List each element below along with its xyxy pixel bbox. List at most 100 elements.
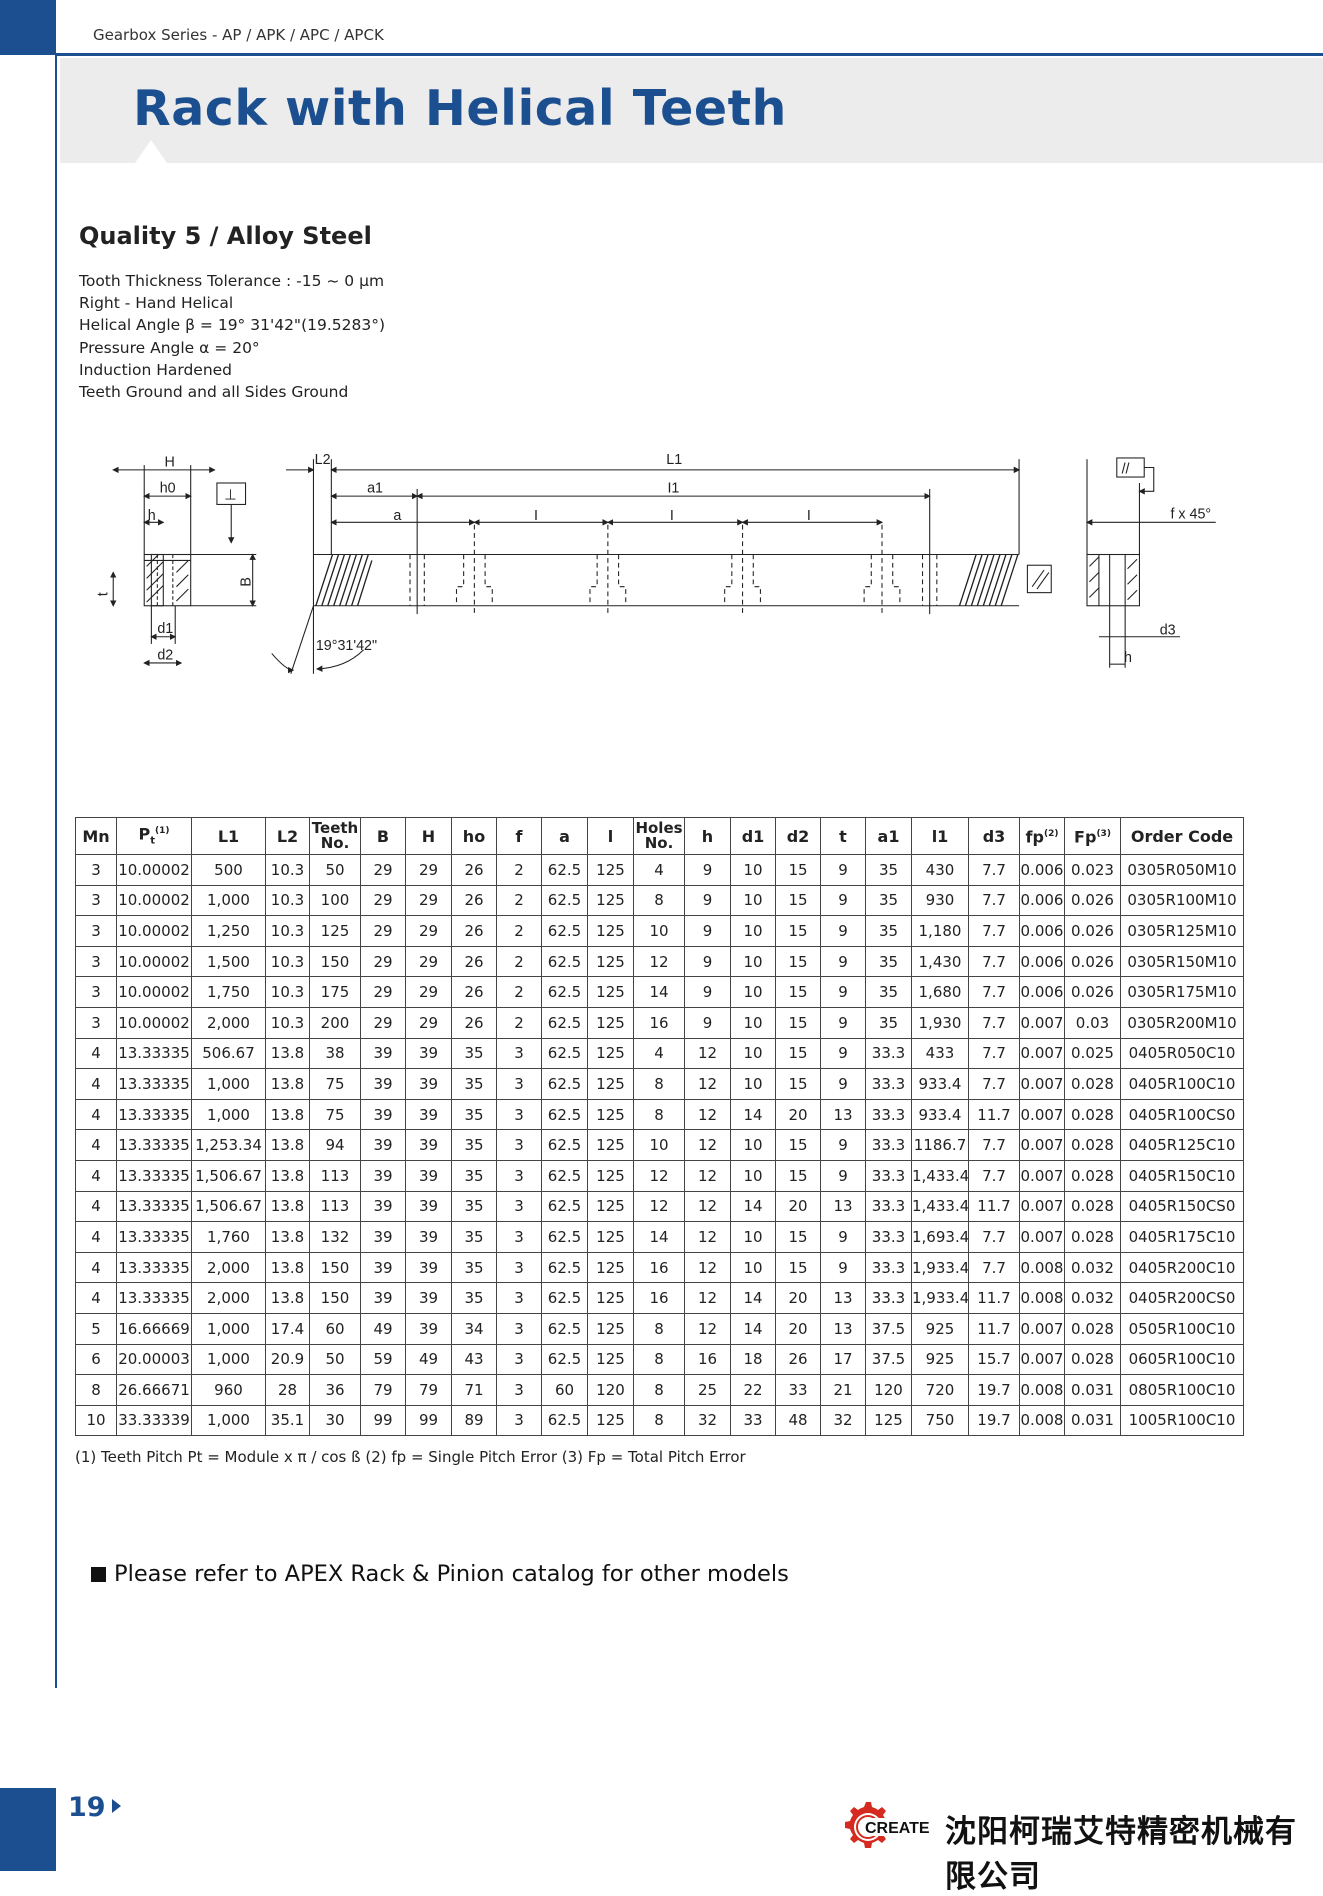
table-cell: 0.023 bbox=[1064, 854, 1121, 886]
table-cell: 0.008 bbox=[1019, 1374, 1065, 1406]
spec-line: Pressure Angle α = 20° bbox=[79, 338, 260, 357]
table-cell: 1,506.67 bbox=[191, 1190, 266, 1223]
table-cell: 13.8 bbox=[265, 1159, 310, 1192]
page-title: Rack with Helical Teeth bbox=[133, 80, 787, 137]
column-header: d2 bbox=[775, 817, 821, 855]
table-cell: 1186.7 bbox=[911, 1129, 969, 1161]
table-cell: 39 bbox=[405, 1098, 452, 1131]
table-cell: 10 bbox=[730, 1037, 776, 1070]
table-cell: 10 bbox=[75, 1404, 117, 1437]
table-cell: 8 bbox=[633, 1374, 685, 1406]
table-cell: 35 bbox=[451, 1098, 497, 1131]
table-cell: 125 bbox=[587, 1159, 634, 1192]
table-cell: 125 bbox=[587, 1068, 634, 1100]
table-cell: 0.028 bbox=[1064, 1068, 1121, 1100]
table-cell: 7.7 bbox=[968, 884, 1020, 917]
table-cell: 10 bbox=[730, 915, 776, 947]
table-cell: 1,250 bbox=[191, 915, 266, 947]
table-cell: 0.008 bbox=[1019, 1282, 1065, 1314]
table-cell: 4 bbox=[75, 1221, 117, 1253]
header-label: t bbox=[839, 826, 847, 846]
table-cell: 79 bbox=[405, 1374, 452, 1406]
table-cell: 33.3 bbox=[865, 1159, 912, 1192]
table-cell: 0305R100M10 bbox=[1120, 884, 1244, 917]
table-cell: 39 bbox=[360, 1282, 406, 1314]
table-cell: 10 bbox=[730, 945, 776, 978]
table-cell: 0.026 bbox=[1064, 976, 1121, 1008]
table-cell: 22 bbox=[730, 1374, 776, 1406]
table-cell: 7.7 bbox=[968, 854, 1020, 886]
table-cell: 15 bbox=[775, 1006, 821, 1039]
table-cell: 13 bbox=[820, 1190, 866, 1223]
header-label: a bbox=[559, 826, 570, 846]
table-cell: 12 bbox=[684, 1129, 731, 1161]
table-cell: 120 bbox=[865, 1374, 912, 1406]
table-cell: 39 bbox=[360, 1129, 406, 1161]
header-label: d1 bbox=[741, 826, 765, 846]
table-cell: 0505R100C10 bbox=[1120, 1312, 1244, 1345]
table-cell: 6 bbox=[75, 1343, 117, 1376]
table-cell: 10 bbox=[730, 1068, 776, 1100]
table-cell: 4 bbox=[633, 854, 685, 886]
table-cell: 0305R175M10 bbox=[1120, 976, 1244, 1008]
header-label: l bbox=[607, 826, 614, 846]
table-cell: 12 bbox=[684, 1251, 731, 1284]
table-cell: 113 bbox=[309, 1159, 361, 1192]
table-cell: 3 bbox=[75, 884, 117, 917]
table-cell: 35 bbox=[451, 1251, 497, 1284]
table-cell: 35 bbox=[451, 1159, 497, 1192]
table-cell: 0.006 bbox=[1019, 976, 1065, 1008]
header-label: Fp bbox=[1074, 827, 1097, 847]
table-row: 10 33.33339 1,000 35.1 30 99 99 89 3 62.5 125 8 32 33… bbox=[75, 1404, 1244, 1437]
table-cell: 16 bbox=[633, 1006, 685, 1039]
table-cell: 37.5 bbox=[865, 1343, 912, 1376]
table-cell: 125 bbox=[587, 884, 634, 917]
table-cell: 0.006 bbox=[1019, 854, 1065, 886]
table-cell: 13.33335 bbox=[116, 1037, 192, 1070]
header-label: a1 bbox=[877, 826, 900, 846]
table-cell: 15 bbox=[775, 884, 821, 917]
table-cell: 4 bbox=[75, 1129, 117, 1161]
dim-l: I bbox=[807, 508, 811, 524]
table-cell: 0.007 bbox=[1019, 1221, 1065, 1253]
dim-d2: d2 bbox=[157, 647, 173, 663]
table-cell: 0.007 bbox=[1019, 1037, 1065, 1070]
table-cell: 3 bbox=[496, 1159, 542, 1192]
table-cell: 39 bbox=[360, 1068, 406, 1100]
table-cell: 13.8 bbox=[265, 1037, 310, 1070]
table-cell: 7.7 bbox=[968, 1251, 1020, 1284]
table-cell: 1,000 bbox=[191, 1404, 266, 1437]
table-cell: 960 bbox=[191, 1374, 266, 1406]
table-cell: 8 bbox=[633, 884, 685, 917]
table-cell: 7.7 bbox=[968, 945, 1020, 978]
table-cell: 4 bbox=[75, 1190, 117, 1223]
table-cell: 0.007 bbox=[1019, 1098, 1065, 1131]
table-cell: 50 bbox=[309, 854, 361, 886]
table-cell: 36 bbox=[309, 1374, 361, 1406]
series-label: Gearbox Series - AP / APK / APC / APCK bbox=[93, 26, 384, 44]
logo-text: CREATE bbox=[865, 1820, 930, 1837]
header-label: Teeth bbox=[311, 819, 359, 837]
catalog-note: Please refer to APEX Rack & Pinion catal… bbox=[91, 1561, 789, 1587]
table-cell: 7.7 bbox=[968, 1221, 1020, 1253]
table-cell: 35 bbox=[865, 1006, 912, 1039]
table-cell: 10.00002 bbox=[116, 976, 192, 1008]
table-cell: 39 bbox=[405, 1068, 452, 1100]
table-cell: 12 bbox=[684, 1068, 731, 1100]
table-cell: 14 bbox=[730, 1282, 776, 1314]
table-cell: 125 bbox=[587, 1343, 634, 1376]
header-superscript: (1) bbox=[155, 825, 170, 836]
table-cell: 0805R100C10 bbox=[1120, 1374, 1244, 1406]
header-label: L1 bbox=[217, 826, 240, 846]
table-cell: 0.008 bbox=[1019, 1404, 1065, 1437]
table-cell: 3 bbox=[75, 915, 117, 947]
table-cell: 4 bbox=[75, 1098, 117, 1131]
column-header: h bbox=[684, 817, 731, 855]
table-cell: 39 bbox=[405, 1282, 452, 1314]
table-cell: 8 bbox=[633, 1312, 685, 1345]
table-cell: 13.33335 bbox=[116, 1098, 192, 1131]
table-cell: 49 bbox=[405, 1343, 452, 1376]
perpendicularity-symbol: ⊥ bbox=[224, 488, 236, 504]
table-cell: 0.031 bbox=[1064, 1374, 1121, 1406]
